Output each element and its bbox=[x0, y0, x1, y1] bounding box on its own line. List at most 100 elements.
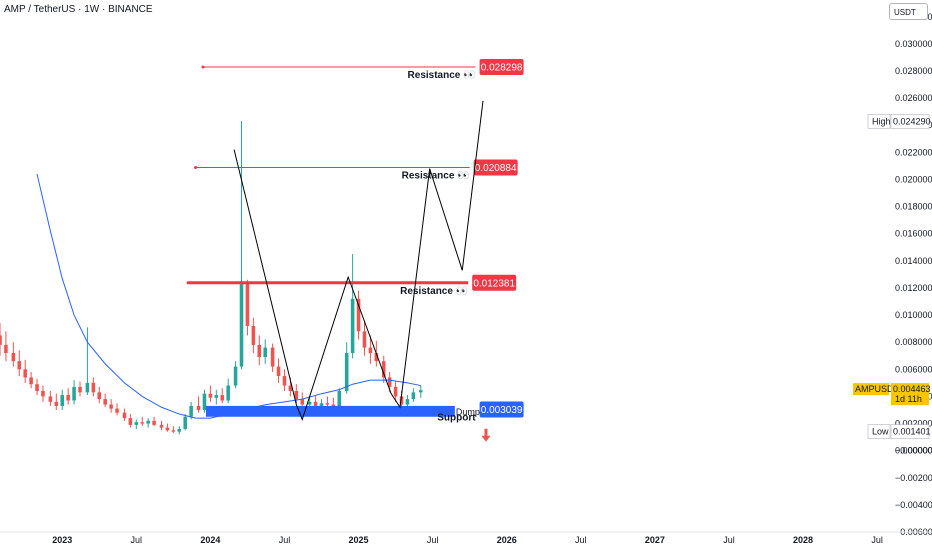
candle-body bbox=[282, 376, 287, 386]
candle-body bbox=[263, 347, 267, 358]
y-tick-label: 0.010000 bbox=[895, 310, 932, 320]
pattern-drawing bbox=[233, 100, 484, 421]
candle-body bbox=[23, 369, 27, 378]
candle-body bbox=[72, 386, 76, 401]
level-value-text: 0.003039 bbox=[481, 405, 523, 416]
pattern-path-line bbox=[233, 100, 484, 421]
candle-body bbox=[374, 353, 379, 362]
candle-body bbox=[177, 428, 182, 432]
candle-body bbox=[214, 395, 219, 398]
candle-body bbox=[337, 390, 342, 408]
candle-body bbox=[387, 377, 392, 387]
x-tick-label: 2023 bbox=[52, 535, 72, 545]
price-badge-value: 0.004463 bbox=[893, 384, 931, 394]
candle-body bbox=[362, 331, 367, 348]
axis-label-text: Low bbox=[872, 427, 889, 437]
candle-body bbox=[165, 427, 170, 431]
candle-body bbox=[239, 283, 244, 367]
axis-label-text: High bbox=[872, 116, 891, 126]
x-tick-label: 2026 bbox=[497, 535, 517, 545]
candle-body bbox=[41, 390, 45, 397]
price-axis[interactable]: 0.0320000.0300000.0280000.0260000.024000… bbox=[895, 12, 932, 537]
candle-body bbox=[115, 408, 119, 413]
candle-body bbox=[220, 395, 225, 401]
level-value-badge bbox=[473, 159, 518, 176]
x-tick-label: Jul bbox=[131, 535, 143, 545]
y-tick-label: 0.022000 bbox=[895, 147, 932, 157]
support-zone: Dump (Panic lvl) bbox=[205, 405, 522, 442]
candle-body bbox=[294, 390, 299, 400]
currency-button[interactable]: USDT bbox=[889, 3, 928, 20]
price-badge-countdown: 1d 11h bbox=[895, 394, 922, 404]
candle-body bbox=[350, 298, 355, 354]
candle-body bbox=[270, 347, 275, 367]
candle-body bbox=[319, 403, 324, 406]
candle-body bbox=[393, 386, 398, 397]
candle-body bbox=[313, 401, 318, 406]
time-axis[interactable]: 2023 Jul 2024 Jul 2025 Jul 2026 Jul 2027 Jul 2028 J… bbox=[0, 531, 932, 545]
y-tick-label: −0.002000 bbox=[895, 473, 932, 483]
candle-body bbox=[399, 396, 404, 405]
candle-body bbox=[196, 405, 201, 410]
x-tick-label: Jul bbox=[723, 535, 735, 545]
x-tick-label: Jul bbox=[871, 535, 883, 545]
axis-label-box bbox=[867, 114, 891, 129]
y-tick-label: 0.014000 bbox=[895, 256, 932, 266]
candle-body bbox=[208, 393, 213, 398]
symbol-title: AMP / TetherUS · 1W · BINANCE bbox=[4, 4, 153, 15]
candle-body bbox=[381, 361, 386, 378]
candle-body bbox=[300, 399, 305, 405]
symbol-badge bbox=[853, 383, 889, 396]
level-value-text: 0.012381 bbox=[473, 278, 515, 289]
candle-body bbox=[48, 396, 53, 402]
y-tick-label: 0.000000 bbox=[895, 446, 932, 456]
candle-body bbox=[307, 401, 312, 405]
candle-body bbox=[29, 377, 33, 385]
candle-body bbox=[78, 386, 82, 393]
x-tick-label: 2025 bbox=[349, 535, 369, 545]
price-badge bbox=[891, 383, 929, 406]
candle-body bbox=[288, 385, 293, 391]
candle-body bbox=[0, 335, 2, 345]
level-lines: 0.028298 Resistance 👀 0.020884 Resistance 👀… bbox=[186, 58, 524, 423]
candle-body bbox=[17, 361, 22, 370]
support-label: Support bbox=[437, 412, 476, 423]
level-anchor bbox=[194, 165, 198, 169]
y-tick-label: −0.000000 bbox=[895, 446, 932, 456]
axis-value-text: 0.024290 bbox=[893, 116, 931, 126]
candle-body bbox=[140, 422, 145, 424]
candle-body bbox=[122, 412, 127, 419]
candle-body bbox=[344, 353, 349, 391]
candle-body bbox=[276, 366, 281, 377]
candle-body bbox=[103, 399, 107, 405]
level-anchor bbox=[201, 65, 205, 69]
candle-body bbox=[35, 384, 39, 391]
y-tick-label: 0.016000 bbox=[895, 229, 932, 239]
down-arrow-icon bbox=[481, 428, 491, 442]
candle-body bbox=[368, 347, 373, 354]
y-tick-label: 0.008000 bbox=[895, 337, 932, 347]
resistance-label: Resistance 👀 bbox=[402, 170, 470, 181]
candle-body bbox=[11, 353, 16, 362]
x-tick-label: Jul bbox=[575, 535, 587, 545]
candle-body bbox=[171, 430, 176, 432]
y-tick-label: 0.026000 bbox=[895, 93, 932, 103]
axis-value-box bbox=[890, 424, 930, 439]
candle-body bbox=[418, 390, 423, 393]
candle-body bbox=[356, 298, 361, 332]
candle-body bbox=[257, 344, 262, 358]
candle-body bbox=[411, 392, 416, 400]
axis-value-text: 0.001401 bbox=[893, 427, 931, 437]
candle-body bbox=[189, 405, 193, 417]
candle-body bbox=[66, 395, 70, 401]
candle-body bbox=[183, 416, 187, 429]
axis-label-box bbox=[867, 424, 891, 439]
level-value-badge bbox=[479, 401, 524, 418]
candle-body bbox=[251, 325, 256, 345]
support-zone-box bbox=[205, 405, 455, 417]
candlestick-series bbox=[0, 121, 423, 435]
x-tick-label: 2027 bbox=[645, 535, 665, 545]
moving-average-series bbox=[36, 173, 421, 419]
